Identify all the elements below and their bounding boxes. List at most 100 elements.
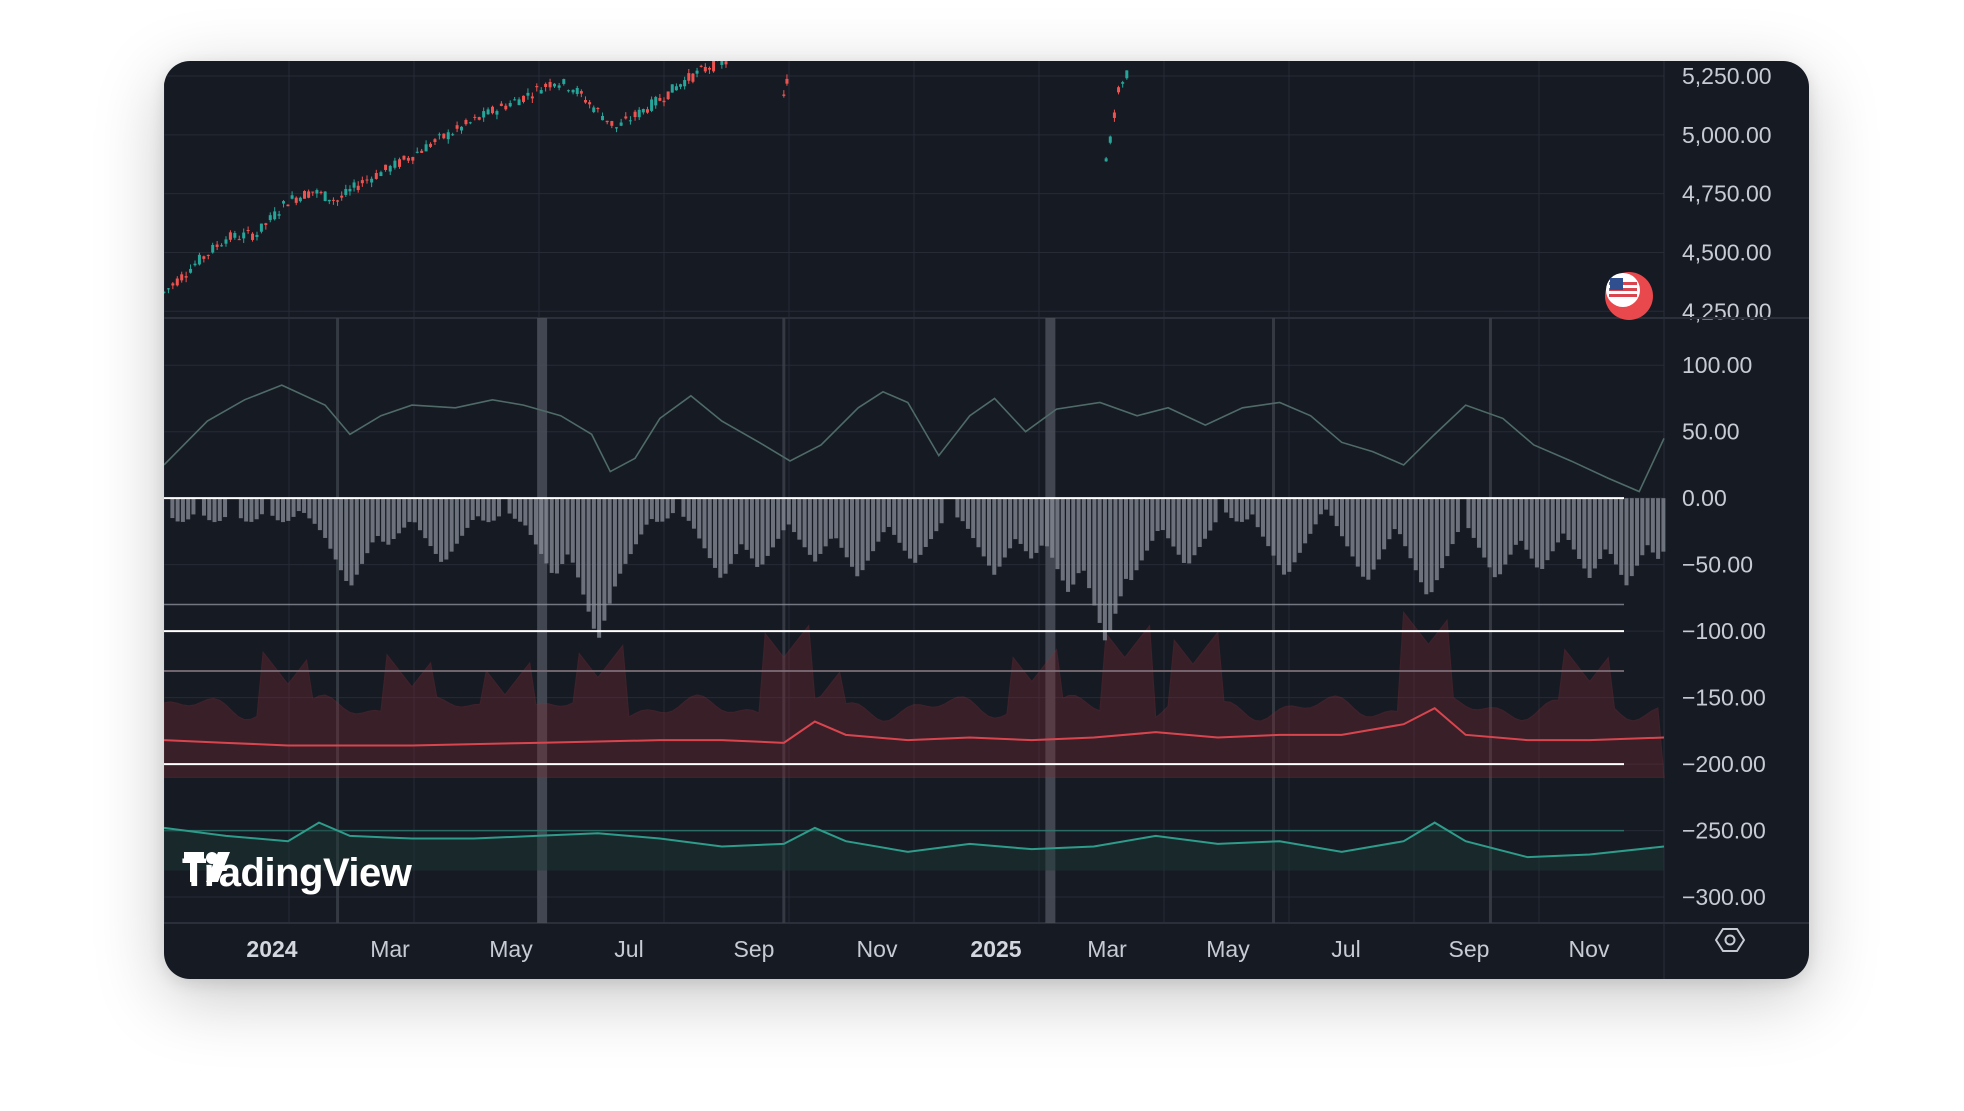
histogram-bar [734, 498, 739, 555]
candle-body [628, 120, 632, 122]
histogram-bar [312, 498, 317, 524]
candle-body [720, 61, 724, 65]
histogram-bar [286, 498, 291, 521]
candle-body [499, 103, 503, 106]
histogram-bar [1239, 498, 1244, 522]
histogram-bar [844, 498, 849, 558]
histogram-bar [1608, 498, 1613, 554]
histogram-bar [254, 498, 259, 520]
candle-body [670, 84, 674, 93]
candle-body [365, 179, 369, 181]
candle-body [402, 155, 406, 160]
histogram-bar [296, 498, 301, 512]
histogram-bar [1355, 498, 1360, 567]
candle-body [180, 274, 184, 281]
histogram-bar [1640, 498, 1645, 556]
histogram-bar [792, 498, 797, 533]
histogram-bar [244, 498, 249, 522]
histogram-bar [191, 498, 196, 515]
histogram-bar [1324, 498, 1329, 510]
price-tick-label: 5,000.00 [1682, 122, 1772, 148]
settings-button[interactable] [1715, 925, 1749, 959]
histogram-bar [939, 498, 944, 524]
histogram-bar [1571, 498, 1576, 550]
histogram-bar [1139, 498, 1144, 561]
candle-body [286, 204, 290, 207]
histogram-bar [507, 498, 512, 514]
histogram-bar [375, 498, 380, 536]
candle-body [206, 254, 210, 256]
candle-body [583, 99, 587, 103]
histogram-bar [934, 498, 939, 532]
histogram-bar [1534, 498, 1539, 568]
histogram-bar [1419, 498, 1424, 583]
histogram-bar [1224, 498, 1229, 513]
histogram-bar [1234, 498, 1239, 522]
histogram-bar [1134, 498, 1139, 571]
histogram-bar [1203, 498, 1208, 539]
candle-body [315, 190, 319, 194]
histogram-bar [1044, 498, 1049, 547]
histogram-bar [344, 498, 349, 581]
us-flag-button[interactable] [1605, 272, 1653, 320]
histogram-bar [987, 498, 991, 566]
candle-body [1117, 87, 1121, 93]
signal-marker-line [537, 318, 548, 923]
histogram-bar [1650, 498, 1655, 553]
histogram-bar [1376, 498, 1381, 560]
time-tick-label: 2024 [246, 936, 297, 962]
candle-body [175, 278, 179, 286]
histogram-bar [1561, 498, 1566, 534]
chart-canvas[interactable]: 5,250.00 5,000.00 4,750.00 4,500.00 4,250.00… [164, 61, 1809, 979]
candle-body [255, 234, 259, 238]
histogram-bar [623, 498, 628, 564]
candle-body [415, 151, 419, 153]
histogram-bar [1661, 498, 1666, 552]
signal-marker-line [1488, 318, 1492, 923]
histogram-bar [1245, 498, 1250, 520]
histogram-bar [1029, 498, 1034, 559]
candle-body [282, 201, 286, 204]
candle-body [298, 197, 302, 202]
histogram-bar [1250, 498, 1255, 515]
histogram-bar [818, 498, 823, 554]
candle-body [544, 83, 548, 87]
histogram-bar [865, 498, 870, 561]
histogram-bar [481, 498, 486, 521]
candle-body [166, 288, 170, 290]
histogram-bar [486, 498, 491, 523]
candle-body [344, 188, 348, 195]
candle-body [473, 116, 477, 118]
candle-body [327, 199, 331, 202]
histogram-bar [186, 498, 191, 520]
histogram-bar [976, 498, 981, 548]
histogram-bar [1577, 498, 1582, 559]
histogram-bar [1635, 498, 1640, 566]
histogram-bar [180, 498, 185, 522]
histogram-bar [1492, 498, 1497, 578]
candle-body [273, 211, 277, 220]
candle-body [1104, 158, 1108, 162]
red-signal-line [164, 707, 1665, 747]
histogram-bar [1276, 498, 1281, 566]
histogram-bar [1129, 498, 1134, 581]
histogram-bar [381, 498, 386, 542]
histogram-bar [591, 498, 596, 629]
candle-body [356, 185, 360, 191]
candle-body [455, 125, 459, 129]
candle-body [193, 263, 197, 266]
histogram-bar [1519, 498, 1524, 541]
histogram-bar [454, 498, 459, 544]
histogram-bar [1434, 498, 1439, 581]
candle-body [486, 109, 490, 115]
histogram-bar [407, 498, 412, 522]
histogram-bar [1476, 498, 1481, 548]
histogram-bar [475, 498, 480, 517]
histogram-bar [402, 498, 407, 528]
histogram-bar [960, 498, 965, 522]
candle-body [724, 61, 728, 65]
time-tick-label: Mar [370, 936, 410, 962]
histogram-bar [1371, 498, 1376, 570]
oscillator-tick-label: −300.00 [1682, 884, 1766, 910]
candle-body [619, 122, 623, 126]
